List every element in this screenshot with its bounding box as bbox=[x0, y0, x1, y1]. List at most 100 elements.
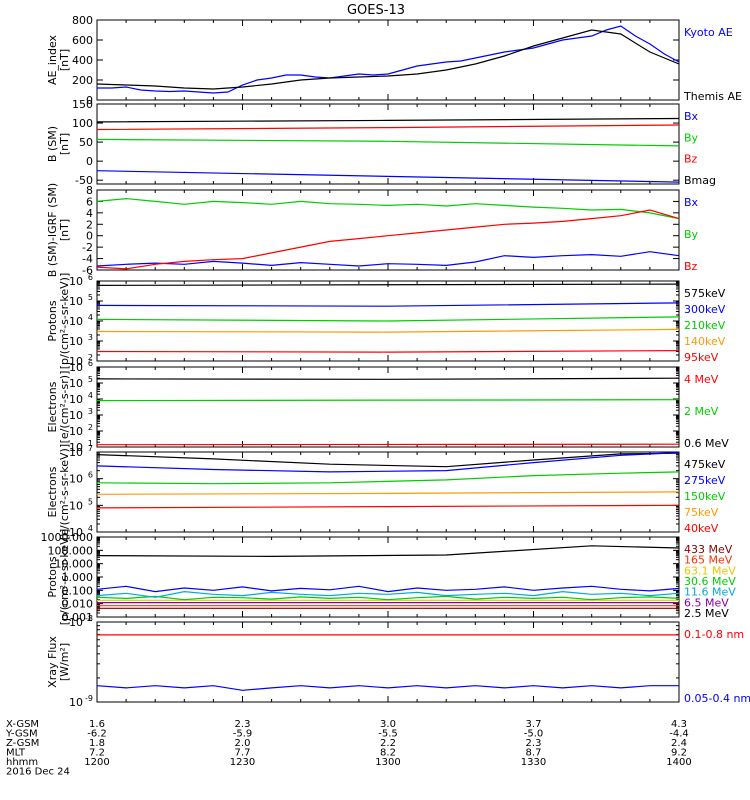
y-tick-label: 10 bbox=[69, 446, 83, 459]
y-tick-label: 0 bbox=[86, 155, 93, 168]
ephemeris-row-label: MLT bbox=[6, 748, 26, 759]
y-axis-label: B (SM)-IGRF (SM) bbox=[46, 183, 59, 277]
legend-entry: 2.5 MeV bbox=[684, 607, 729, 620]
legend-entry: Themis AE bbox=[683, 90, 742, 103]
y-axis-label: [p/(cm²-s-sr-keV)] bbox=[58, 273, 71, 370]
x-tick-label: -6.2 bbox=[87, 729, 107, 740]
x-tick-label: 3.0 bbox=[380, 719, 396, 730]
y-tick-label: 1000.000 bbox=[41, 531, 94, 544]
x-tick-label: -5.0 bbox=[524, 729, 544, 740]
ephemeris-row-label: Y-GSM bbox=[5, 729, 38, 740]
legend-entry: 165 MeV bbox=[684, 554, 733, 567]
ephemeris-row-label: X-GSM bbox=[6, 719, 39, 730]
series-line-0-05-0-4-nm bbox=[97, 685, 679, 691]
y-tick-label: 50 bbox=[79, 136, 93, 149]
y-tick-label: 8 bbox=[86, 184, 93, 197]
y-tick-label: 100 bbox=[72, 117, 93, 130]
x-tick-label: 1200 bbox=[84, 757, 109, 768]
y-tick-label: 0 bbox=[86, 94, 93, 107]
panel-5: 10 1 10 2 10 3 10 4 10 5 10 6 Electrons [e/(cm²-s-sr)… bbox=[46, 359, 729, 454]
y-tick-label: 10 bbox=[69, 499, 83, 512]
x-tick-label: 1400 bbox=[666, 757, 691, 768]
legend-entry: By bbox=[684, 131, 699, 144]
series-line-4-mev bbox=[97, 443, 679, 446]
x-tick-label: 2.0 bbox=[235, 738, 251, 749]
x-tick-label: 1230 bbox=[230, 757, 255, 768]
ephemeris-row-label: hhmm bbox=[6, 757, 38, 768]
y-axis-label: Protons bbox=[46, 300, 59, 341]
x-tick-label: 1330 bbox=[521, 757, 546, 768]
y-tick-exponent: 4 bbox=[88, 313, 93, 322]
y-tick-label: 400 bbox=[72, 54, 93, 67]
y-tick-exponent: 5 bbox=[88, 293, 93, 302]
legend-entry: 95keV bbox=[684, 351, 719, 364]
x-tick-label: 4.3 bbox=[671, 719, 687, 730]
y-tick-label: 10 bbox=[69, 696, 83, 709]
y-tick-label: -50 bbox=[75, 174, 93, 187]
panel-frame bbox=[96, 536, 680, 618]
y-axis-label: [e/(cm²-s-sr-keV)] bbox=[58, 444, 71, 540]
y-axis-label: [nT] bbox=[58, 219, 71, 241]
y-tick-label: 10 bbox=[69, 315, 83, 328]
y-tick-label: 10 bbox=[69, 616, 83, 629]
y-tick-exponent: 4 bbox=[88, 391, 93, 400]
series-line-210kev bbox=[97, 316, 679, 322]
y-tick-exponent: 1 bbox=[88, 439, 93, 448]
legend-entry: Bz bbox=[684, 153, 698, 166]
x-tick-label: 2.4 bbox=[671, 738, 687, 749]
series-line-95kev bbox=[97, 350, 679, 353]
y-tick-label: 10 bbox=[69, 377, 83, 390]
series-line-by bbox=[97, 138, 679, 147]
x-tick-label: -4.4 bbox=[669, 729, 689, 740]
x-tick-label: 9.2 bbox=[671, 748, 687, 759]
legend-entry: 63.1 MeV bbox=[684, 564, 736, 577]
legend-entry: Bmag bbox=[684, 174, 716, 187]
y-tick-exponent: 2 bbox=[88, 423, 93, 432]
series-line-75kev bbox=[97, 491, 679, 495]
y-tick-label: 10 bbox=[69, 361, 83, 374]
x-tick-label: 3.7 bbox=[526, 719, 542, 730]
y-axis-label: [e/(cm²-s-sr)] bbox=[58, 371, 71, 444]
y-axis-label: [W/m²] bbox=[58, 643, 71, 681]
y-tick-exponent: 2 bbox=[88, 353, 93, 362]
y-tick-label: 10.000 bbox=[55, 558, 94, 571]
y-tick-label: 10 bbox=[69, 425, 83, 438]
y-tick-label: -6 bbox=[82, 264, 93, 277]
y-tick-label: 10 bbox=[69, 275, 83, 288]
y-tick-label: 600 bbox=[72, 34, 93, 47]
legend-entry: 40keV bbox=[684, 522, 719, 535]
x-tick-label: -5.9 bbox=[233, 729, 253, 740]
y-axis-label: Protons bbox=[46, 556, 59, 597]
y-tick-label: 10 bbox=[69, 393, 83, 406]
plot-title: GOES-13 bbox=[347, 3, 405, 18]
legend-entry: Bz bbox=[684, 260, 698, 273]
y-tick-exponent: 6 bbox=[88, 471, 93, 480]
y-tick-label: 200 bbox=[72, 74, 93, 87]
y-tick-exponent: -8 bbox=[85, 614, 93, 623]
panel-2: -50 0 50 100 150 B (SM) [nT] Bx By Bz Bmag bbox=[46, 98, 716, 187]
series-line-475kev bbox=[97, 452, 679, 468]
y-tick-label: 1.000 bbox=[62, 571, 94, 584]
y-tick-label: 800 bbox=[72, 14, 93, 27]
y-tick-exponent: 5 bbox=[88, 375, 93, 384]
series-line-unlabeled bbox=[97, 585, 679, 593]
y-axis-label: AE_index bbox=[46, 34, 59, 85]
y-tick-exponent: 7 bbox=[88, 444, 93, 453]
series-line-bx bbox=[97, 251, 679, 267]
y-tick-label: 10 bbox=[69, 355, 83, 368]
x-tick-label: 2.2 bbox=[380, 738, 396, 749]
y-tick-exponent: 3 bbox=[88, 333, 93, 342]
legend-entry: 6.5 MeV bbox=[684, 596, 729, 609]
x-tick-label: 2.3 bbox=[526, 738, 542, 749]
panel-1: 0 200 400 600 800 AE_index [nT] Kyoto AE Themis … bbox=[46, 14, 742, 107]
y-tick-label: 0.100 bbox=[62, 584, 94, 597]
y-axis-label: Xray Flux bbox=[46, 636, 59, 688]
legend-entry: 150keV bbox=[684, 490, 726, 503]
y-tick-exponent: 4 bbox=[88, 524, 93, 533]
legend-entry: 475keV bbox=[684, 458, 726, 471]
y-tick-label: 150 bbox=[72, 98, 93, 111]
series-line-0-6-mev bbox=[97, 377, 679, 380]
legend-entry: 0.05-0.4 nm bbox=[684, 692, 750, 705]
